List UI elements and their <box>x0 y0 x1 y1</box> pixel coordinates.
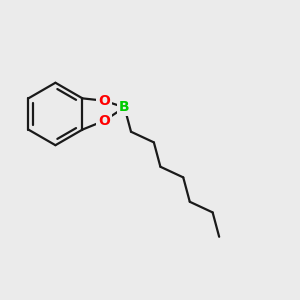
Text: O: O <box>98 114 110 128</box>
Text: B: B <box>119 100 130 114</box>
Text: O: O <box>98 94 110 108</box>
